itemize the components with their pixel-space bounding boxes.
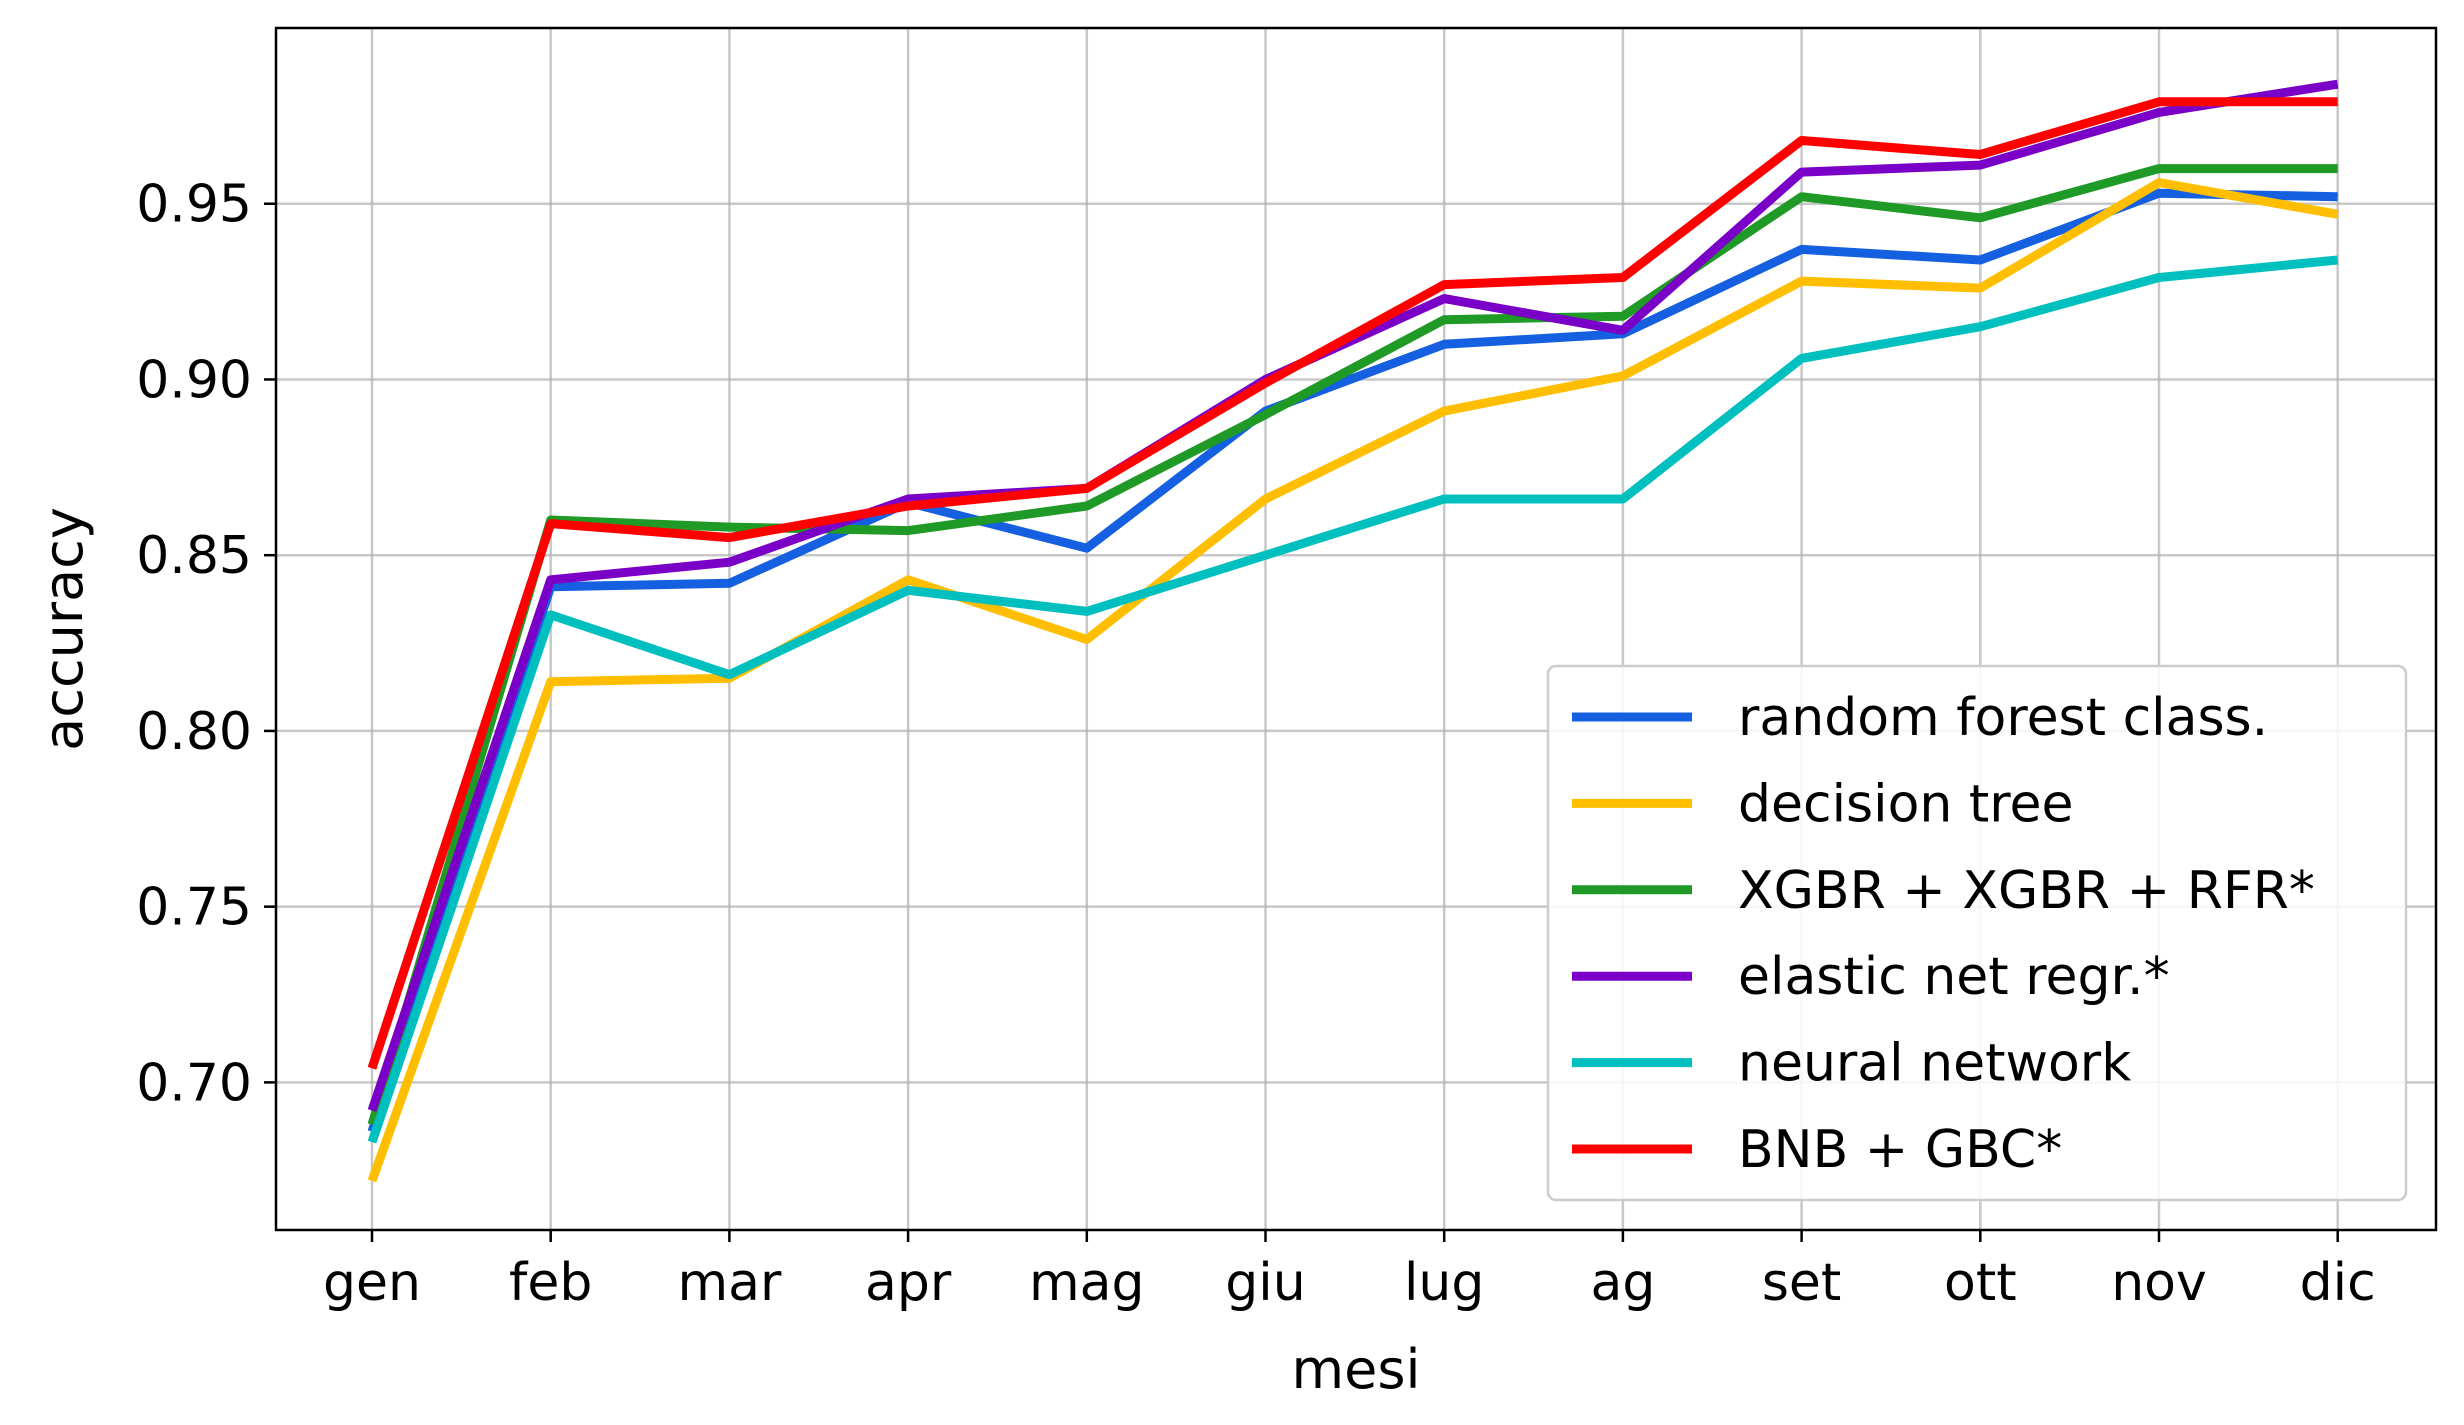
y-tick-label: 0.70 bbox=[136, 1053, 252, 1113]
series-line-3 bbox=[367, 79, 2339, 1112]
x-tick-label: nov bbox=[2111, 1253, 2207, 1313]
y-tick-label: 0.95 bbox=[136, 175, 252, 235]
legend-box bbox=[1546, 664, 2408, 1202]
legend-label: neural network bbox=[1738, 1034, 2131, 1094]
series-lines bbox=[367, 79, 2339, 1183]
y-tick-label: 0.75 bbox=[136, 878, 252, 938]
x-tick-label: ag bbox=[1590, 1253, 1655, 1313]
series-line-5 bbox=[367, 97, 2338, 1070]
x-tick-label: ott bbox=[1944, 1253, 2017, 1313]
legend-label: XGBR + XGBR + RFR* bbox=[1738, 861, 2315, 921]
plot-frame bbox=[274, 26, 2438, 1232]
y-tick-label: 0.80 bbox=[136, 702, 252, 762]
y-axis-label: accuracy bbox=[32, 507, 95, 751]
x-tick-label: dic bbox=[2300, 1253, 2376, 1313]
x-tick-label: mag bbox=[1029, 1253, 1145, 1313]
series-line-4 bbox=[367, 255, 2339, 1144]
series-line-1 bbox=[367, 178, 2339, 1183]
legend-label: decision tree bbox=[1738, 774, 2074, 834]
x-tick-label: feb bbox=[509, 1253, 592, 1313]
x-tick-label: gen bbox=[323, 1253, 421, 1313]
series-line-0 bbox=[367, 188, 2338, 1134]
x-tick-label: giu bbox=[1225, 1253, 1305, 1313]
axis-ticks: gen feb mar apr mag giu lug ag set ott nov dic 0.70 0… bbox=[136, 175, 2376, 1313]
x-tick-label: set bbox=[1762, 1253, 1841, 1313]
legend-label: BNB + GBC* bbox=[1738, 1120, 2062, 1180]
x-tick-label: lug bbox=[1404, 1253, 1484, 1313]
x-axis-label: mesi bbox=[1292, 1338, 1421, 1401]
y-tick-label: 0.85 bbox=[136, 526, 252, 586]
x-tick-label: apr bbox=[865, 1253, 952, 1313]
legend-label: elastic net regr.* bbox=[1738, 947, 2170, 1007]
legend: random forest class. decision tree XGBR + … bbox=[1546, 664, 2408, 1202]
series-line-2 bbox=[367, 164, 2338, 1126]
x-tick-label: mar bbox=[677, 1253, 782, 1313]
legend-label: random forest class. bbox=[1738, 688, 2268, 748]
y-tick-label: 0.90 bbox=[136, 350, 252, 410]
